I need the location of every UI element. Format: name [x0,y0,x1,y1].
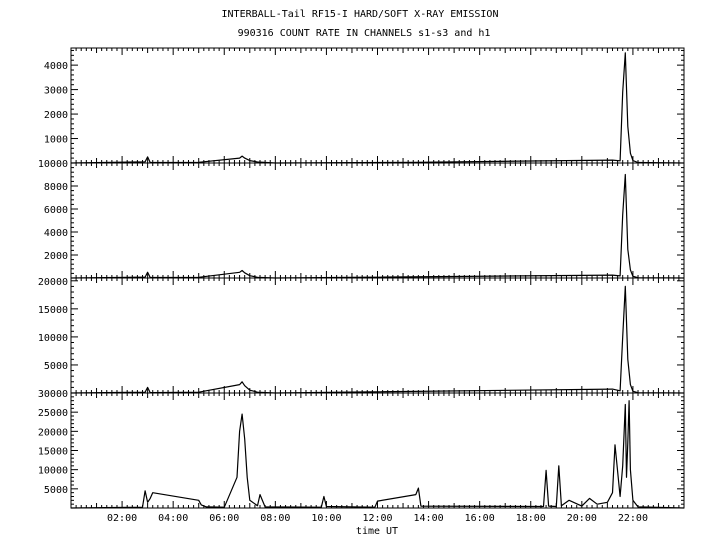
x-tick-label: 04:00 [158,513,188,524]
y-tick-label: 2000 [44,110,68,121]
y-tick-label: 8000 [44,182,68,193]
x-tick-label: 12:00 [362,513,392,524]
panel-frame [70,277,685,394]
x-tick-label: 18:00 [516,513,546,524]
panel-s3: 5000 10000 15000 20000 [38,277,685,394]
y-tick-label: 5000 [44,361,68,372]
panel-frame [70,392,685,509]
x-tick-label: 14:00 [414,513,444,524]
series-line-h1 [70,400,685,509]
y-tick-label: 10000 [38,159,68,170]
y-tick-label: 6000 [44,205,68,216]
y-tick-label: 4000 [44,61,68,72]
y-tick-label: 4000 [44,228,68,239]
y-tick-label: 15000 [38,305,68,316]
x-tick-label: 08:00 [260,513,290,524]
y-tick-label: 10000 [38,333,68,344]
series-line-s1 [70,52,685,164]
y-tick-label: 2000 [44,251,68,262]
panel-frame [70,47,685,164]
chart-subtitle: 990316 COUNT RATE IN CHANNELS s1-s3 and … [237,28,491,39]
x-axis-label: time UT [356,526,398,537]
y-tick-label: 30000 [38,389,68,400]
y-tick-label: 20000 [38,427,68,438]
x-tick-label: 06:00 [209,513,239,524]
y-tick-label: 10000 [38,466,68,477]
panel-h1: 5000 10000 15000 20000 25000 30000 [38,389,685,509]
series-line-s2 [70,173,685,279]
y-tick-label: 1000 [44,135,68,146]
x-tick-label: 02:00 [107,513,137,524]
series-line-s3 [70,285,685,394]
x-tick-label: 22:00 [618,513,648,524]
y-tick-label: 5000 [44,485,68,496]
y-tick-label: 20000 [38,277,68,288]
x-axis: 02:00 04:00 06:00 08:00 10:00 12:00 14:00 16:00… [107,513,648,537]
x-tick-label: 10:00 [311,513,341,524]
x-tick-label: 16:00 [465,513,495,524]
x-tick-label: 20:00 [567,513,597,524]
panel-frame [70,162,685,279]
y-tick-label: 15000 [38,447,68,458]
y-tick-label: 25000 [38,408,68,419]
panel-s1: 1000 2000 3000 4000 [44,47,685,164]
y-tick-label: 3000 [44,86,68,97]
chart-title: INTERBALL-Tail RF15-I HARD/SOFT X-RAY EM… [221,9,499,20]
panel-s2: 2000 4000 6000 8000 10000 [38,159,685,279]
panels-group: 1000200030004000200040006000800010000500… [38,47,685,509]
